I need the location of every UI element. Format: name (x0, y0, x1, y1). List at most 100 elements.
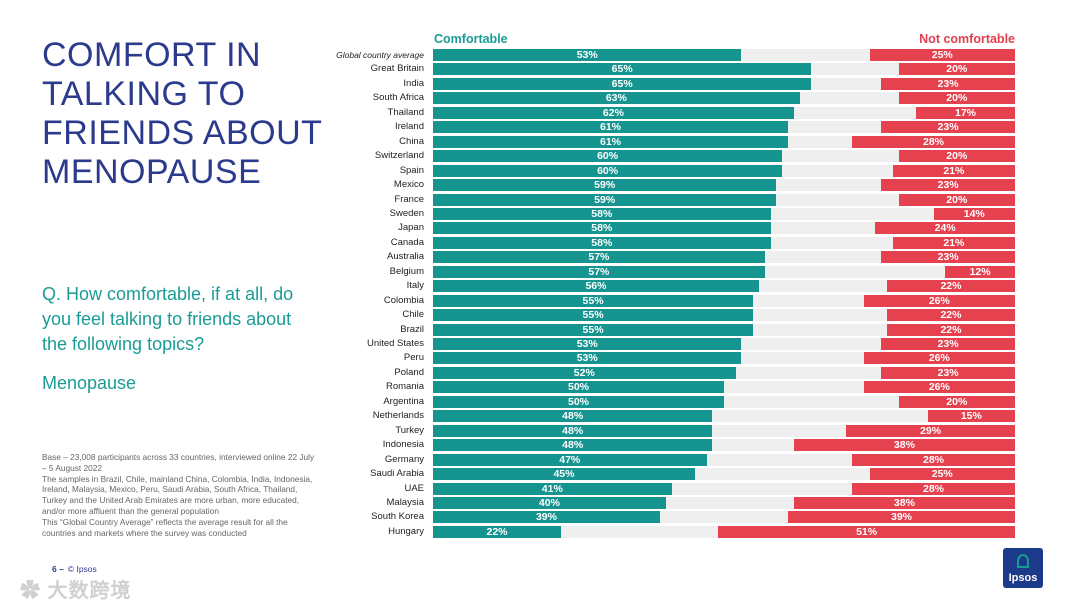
category-label: China (399, 135, 424, 147)
bar-comfortable (433, 352, 742, 365)
value-label-not-comfortable: 22% (940, 309, 962, 322)
note-average: This “Global Country Average” reflects t… (42, 516, 288, 538)
bar-comfortable (433, 366, 736, 379)
bar-comfortable (433, 280, 759, 293)
bar-not-comfortable (863, 381, 1015, 394)
category-label: Indonesia (382, 439, 424, 451)
value-label-not-comfortable: 28% (923, 453, 945, 466)
bar-comfortable (433, 77, 812, 90)
value-label-comfortable: 61% (600, 135, 622, 148)
bar-comfortable (433, 106, 794, 119)
bar-not-comfortable (788, 511, 1015, 524)
value-label-not-comfortable: 21% (943, 164, 965, 177)
copyright: © Ipsos (67, 564, 97, 574)
category-label: Saudi Arabia (370, 468, 424, 480)
bar-comfortable (433, 251, 765, 264)
bar-comfortable (433, 395, 724, 408)
value-label-comfortable: 48% (562, 410, 584, 423)
value-label-comfortable: 39% (535, 511, 557, 524)
value-label-comfortable: 65% (611, 77, 633, 90)
value-label-not-comfortable: 26% (928, 352, 950, 365)
value-label-not-comfortable: 38% (893, 439, 915, 452)
footer: 6 – © Ipsos (52, 564, 97, 574)
bar-not-comfortable (852, 482, 1015, 495)
category-label: Peru (403, 352, 424, 364)
value-label-comfortable: 45% (553, 468, 575, 481)
category-label: Australia (387, 251, 424, 263)
category-label: Mexico (393, 179, 424, 191)
bar-comfortable (433, 92, 800, 105)
bar-not-comfortable (892, 164, 1015, 177)
bar-not-comfortable (881, 179, 1015, 192)
value-label-comfortable: 48% (562, 424, 584, 437)
value-label-comfortable: 53% (576, 352, 598, 365)
bar-comfortable (433, 511, 660, 524)
bar-comfortable (433, 381, 724, 394)
value-label-comfortable: 55% (582, 294, 604, 307)
survey-question: Q. How comfortable, if at all, do you fe… (42, 284, 294, 354)
category-label: Argentina (383, 395, 424, 407)
value-label-comfortable: 52% (573, 366, 595, 379)
bar-not-comfortable (863, 294, 1015, 307)
value-label-comfortable: 41% (541, 482, 563, 495)
value-label-comfortable: 60% (597, 164, 619, 177)
bar-not-comfortable (898, 63, 1015, 76)
value-label-comfortable: 57% (588, 265, 610, 278)
bar-comfortable (433, 453, 707, 466)
bar-not-comfortable (933, 207, 1015, 220)
legend-not-comfortable: Not comfortable (919, 32, 1015, 46)
category-label: Italy (406, 280, 424, 292)
category-label: Switzerland (374, 150, 424, 162)
topic-label: Menopause (42, 373, 137, 393)
category-label: Germany (384, 453, 424, 465)
bar-comfortable (433, 207, 771, 220)
bar-comfortable (433, 164, 783, 177)
bar-not-comfortable (863, 352, 1015, 365)
bar-not-comfortable (875, 222, 1015, 235)
value-label-not-comfortable: 20% (946, 63, 968, 76)
value-label-not-comfortable: 20% (946, 395, 968, 408)
bar-not-comfortable (886, 280, 1015, 293)
page-title: COMFORT IN TALKING TO FRIENDS ABOUT MENO… (42, 36, 322, 191)
bar-comfortable (433, 236, 771, 249)
category-label: Brazil (400, 323, 424, 335)
value-label-comfortable: 50% (567, 381, 589, 394)
category-label: Turkey (395, 424, 424, 436)
value-label-not-comfortable: 23% (937, 251, 959, 264)
value-label-not-comfortable: 21% (943, 236, 965, 249)
category-label: Spain (399, 164, 424, 176)
value-label-comfortable: 50% (567, 395, 589, 408)
value-label-not-comfortable: 14% (963, 207, 985, 220)
bar-not-comfortable (793, 439, 1015, 452)
value-label-comfortable: 57% (588, 251, 610, 264)
value-label-not-comfortable: 28% (923, 135, 945, 148)
bar-not-comfortable (852, 453, 1015, 466)
category-label: Thailand (387, 106, 424, 118)
bar-comfortable (433, 63, 812, 76)
category-label: Japan (398, 222, 424, 234)
value-label-comfortable: 40% (538, 496, 560, 509)
value-label-comfortable: 59% (594, 193, 616, 206)
value-label-not-comfortable: 17% (955, 106, 977, 119)
value-label-comfortable: 58% (591, 236, 613, 249)
value-label-not-comfortable: 15% (960, 410, 982, 423)
bar-comfortable (433, 179, 777, 192)
value-label-not-comfortable: 22% (940, 280, 962, 293)
category-label: Global country average (336, 50, 424, 60)
value-label-not-comfortable: 38% (893, 496, 915, 509)
legend-comfortable: Comfortable (434, 32, 508, 46)
bar-comfortable (433, 410, 713, 423)
category-label: France (394, 193, 424, 205)
bar-comfortable (433, 193, 777, 206)
bar-comfortable (433, 496, 666, 509)
value-label-not-comfortable: 39% (890, 511, 912, 524)
category-label: Great Britain (370, 63, 424, 75)
value-label-comfortable: 63% (605, 92, 627, 105)
value-label-not-comfortable: 25% (931, 49, 953, 61)
bar-not-comfortable (886, 323, 1015, 336)
bar-comfortable (433, 439, 713, 452)
bar-comfortable (433, 323, 754, 336)
bar-not-comfortable (892, 236, 1015, 249)
bar-not-comfortable (898, 92, 1015, 105)
value-label-comfortable: 58% (591, 222, 613, 235)
